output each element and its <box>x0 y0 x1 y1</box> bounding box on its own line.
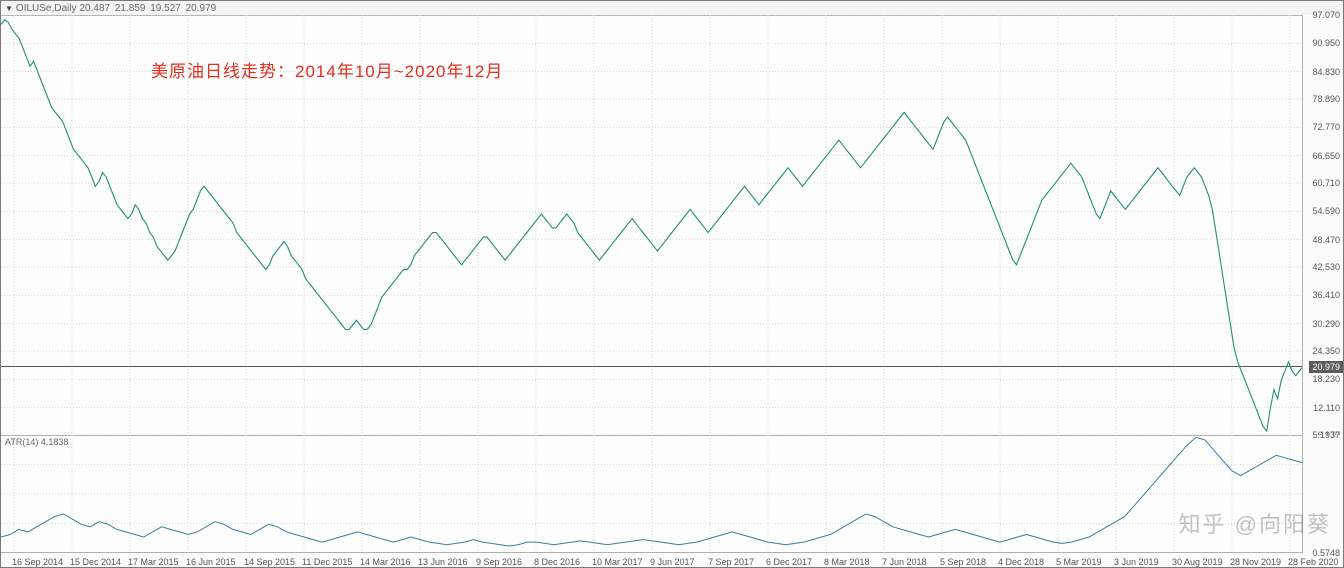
x-tick-label: 14 Sep 2015 <box>244 557 295 567</box>
x-axis: 16 Sep 2014 15 Dec 2014 17 Mar 2015 16 Jun … <box>1 552 1303 567</box>
x-tick-label: 16 Jun 2015 <box>186 557 236 567</box>
x-tick-label: 8 Dec 2016 <box>534 557 580 567</box>
atr-y-tick-label: 5.1937 <box>1312 430 1340 440</box>
open-value: 20.487 <box>80 3 111 14</box>
x-tick-label: 9 Jun 2017 <box>650 557 695 567</box>
chart-annotation: 美原油日线走势：2014年10月~2020年12月 <box>151 57 503 82</box>
atr-pane[interactable]: ATR(14) 4.1838 <box>1 435 1303 554</box>
x-tick-label: 11 Dec 2015 <box>302 557 352 567</box>
watermark: 知乎 @向阳葵 <box>1179 507 1331 539</box>
x-tick-label: 30 Aug 2019 <box>1172 557 1223 567</box>
x-tick-label: 7 Sep 2017 <box>708 557 754 567</box>
x-tick-label: 28 Nov 2019 <box>1230 557 1281 567</box>
y-tick-label: 90.950 <box>1312 38 1340 48</box>
x-tick-label: 5 Sep 2018 <box>940 557 986 567</box>
x-tick-label: 7 Jun 2018 <box>882 557 927 567</box>
low-value: 19.527 <box>150 3 181 14</box>
chart-panes: 美原油日线走势：2014年10月~2020年12月 97.07090.95084… <box>1 15 1343 553</box>
atr-label: ATR(14) 4.1838 <box>5 437 68 447</box>
y-tick-label: 72.770 <box>1312 122 1340 132</box>
y-tick-label: 78.890 <box>1312 94 1340 104</box>
x-tick-label: 4 Dec 2018 <box>998 557 1044 567</box>
y-tick-label: 36.410 <box>1312 290 1340 300</box>
y-tick-label: 60.710 <box>1312 178 1340 188</box>
y-tick-label: 97.070 <box>1312 10 1340 20</box>
current-price-tag: 20.979 <box>1309 361 1343 373</box>
y-tick-label: 54.590 <box>1312 206 1340 216</box>
x-tick-label: 10 Mar 2017 <box>592 557 643 567</box>
x-tick-label: 6 Dec 2017 <box>766 557 812 567</box>
x-tick-label: 16 Sep 2014 <box>12 557 63 567</box>
x-tick-label: 13 Jun 2016 <box>418 557 468 567</box>
x-tick-label: 5 Mar 2019 <box>1056 557 1102 567</box>
symbol-label: OILUSe,Daily <box>16 3 77 14</box>
x-tick-label: 15 Dec 2014 <box>70 557 121 567</box>
y-tick-label: 18.230 <box>1312 374 1340 384</box>
ohlc-values: 20.487 21.859 19.527 20.979 <box>80 3 219 14</box>
x-tick-label: 8 Mar 2018 <box>824 557 870 567</box>
y-tick-label: 42.530 <box>1312 262 1340 272</box>
chart-header: ▼ OILUSe,Daily 20.487 21.859 19.527 20.9… <box>1 1 1343 16</box>
x-tick-label: 17 Mar 2015 <box>128 557 179 567</box>
close-value: 20.979 <box>186 3 217 14</box>
high-value: 21.859 <box>115 3 146 14</box>
y-tick-label: 30.290 <box>1312 319 1340 329</box>
chart-app: ▼ OILUSe,Daily 20.487 21.859 19.527 20.9… <box>0 0 1344 568</box>
y-tick-label: 24.350 <box>1312 346 1340 356</box>
dropdown-icon[interactable]: ▼ <box>5 4 13 13</box>
price-pane[interactable]: 美原油日线走势：2014年10月~2020年12月 <box>1 15 1303 436</box>
x-tick-label: 14 Mar 2016 <box>360 557 411 567</box>
x-tick-label: 9 Sep 2016 <box>476 557 522 567</box>
y-tick-label: 66.650 <box>1312 151 1340 161</box>
y-tick-label: 84.830 <box>1312 67 1340 77</box>
y-tick-label: 48.470 <box>1312 235 1340 245</box>
price-y-axis: 97.07090.95084.83078.89072.77066.65060.7… <box>1302 15 1343 435</box>
y-tick-label: 12.110 <box>1313 403 1340 413</box>
x-tick-label: 3 Jun 2019 <box>1114 557 1159 567</box>
x-tick-label: 28 Feb 2020 <box>1288 557 1339 567</box>
